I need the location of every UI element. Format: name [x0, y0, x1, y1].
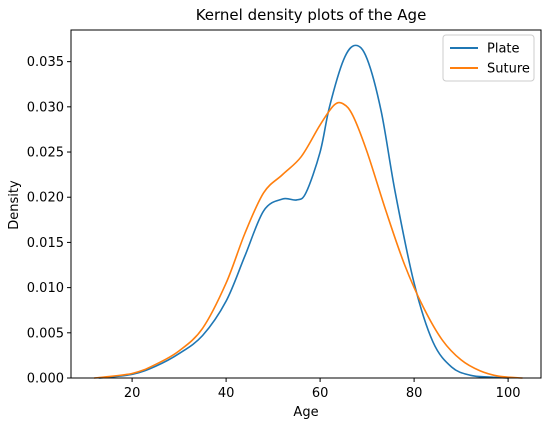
legend-label: Suture — [487, 62, 530, 77]
y-axis-label: Density — [7, 180, 22, 230]
y-tick-label: 0.010 — [27, 281, 64, 296]
x-tick-label: 80 — [406, 386, 423, 401]
x-tick-label: 60 — [312, 386, 329, 401]
y-tick-label: 0.000 — [27, 372, 64, 387]
y-tick-label: 0.015 — [27, 236, 64, 251]
x-axis: 20 40 60 80 100 — [124, 378, 521, 401]
y-tick-label: 0.035 — [27, 55, 64, 70]
y-tick-label: 0.025 — [27, 146, 64, 161]
series-line-plate — [98, 44, 509, 379]
x-tick-label: 40 — [218, 386, 235, 401]
x-tick-label: 20 — [124, 386, 141, 401]
y-tick-label: 0.020 — [27, 191, 64, 206]
x-tick-label: 100 — [496, 386, 521, 401]
y-tick-label: 0.005 — [27, 326, 64, 341]
y-tick-label: 0.030 — [27, 100, 64, 115]
legend-box — [442, 34, 535, 82]
legend-label: Plate — [487, 42, 520, 57]
legend: Plate Suture — [442, 34, 535, 82]
chart-title: Kernel density plots of the Age — [196, 6, 427, 24]
plot-frame — [70, 29, 542, 379]
x-axis-label: Age — [293, 405, 318, 420]
series-line-suture — [93, 101, 523, 379]
y-axis: 0.000 0.005 0.010 0.015 0.020 0.025 0.030 0.035 — [27, 55, 71, 387]
